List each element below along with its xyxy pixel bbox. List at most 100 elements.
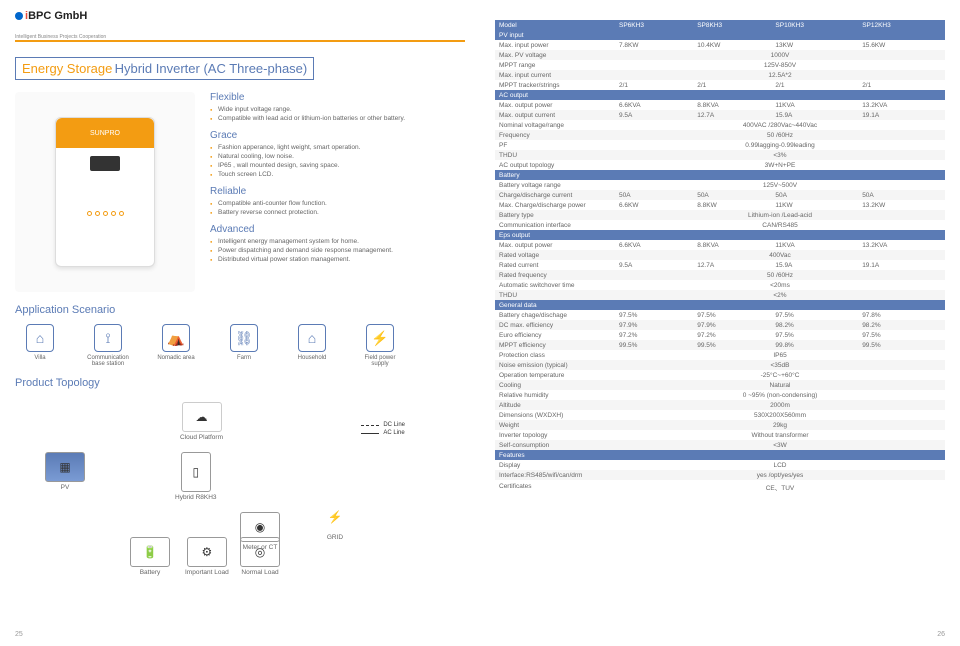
divider <box>15 40 465 42</box>
topo-cloud: ☁ Cloud Platform <box>180 402 223 441</box>
spec-row-label: Display <box>495 460 615 470</box>
spec-row-value: 1000V <box>615 50 945 60</box>
spec-row-label: Noise emission (typical) <box>495 360 615 370</box>
spec-section-header: Eps output <box>495 230 945 240</box>
inverter-buttons-icon <box>56 211 154 216</box>
spec-row-label: Operation temperature <box>495 370 615 380</box>
scenario-icon: ⟟ <box>94 324 122 352</box>
spec-row: Self-consumption<3W <box>495 440 945 450</box>
feature-item: Touch screen LCD. <box>210 171 465 178</box>
feature-item: Compatible with lead acid or lithium-ion… <box>210 115 465 122</box>
spec-header-label: Model <box>495 20 615 30</box>
spec-row: Operation temperature-25°C~+60°C <box>495 370 945 380</box>
spec-row-value: 12.5A*2 <box>615 70 945 80</box>
spec-row-label: PF <box>495 140 615 150</box>
spec-row-value: CAN/RS485 <box>615 220 945 230</box>
spec-row-value: 0.99lagging-0.99leading <box>615 140 945 150</box>
spec-row: Protection classIP65 <box>495 350 945 360</box>
spec-row: Euro efficiency97.2%97.2%97.5%97.5% <box>495 330 945 340</box>
spec-row-value: 97.5% <box>615 310 693 320</box>
spec-row-label: MPPT range <box>495 60 615 70</box>
grid-tower-icon: ⚡ <box>315 502 355 532</box>
spec-row-value: 11KVA <box>771 240 858 250</box>
spec-row-label: Battery voltage range <box>495 180 615 190</box>
spec-row: Rated frequency50 /60Hz <box>495 270 945 280</box>
spec-row-value: 6.6KVA <box>615 240 693 250</box>
spec-row-value: 12.7A <box>693 110 771 120</box>
spec-row: CertificatesCE、TUV <box>495 480 945 493</box>
page-number-left: 25 <box>15 631 23 638</box>
feature-item: Wide input voltage range. <box>210 106 465 113</box>
spec-header-model: SP8KH3 <box>693 20 771 30</box>
scenario-icon: ⛓ <box>230 324 258 352</box>
spec-row-value: 97.8% <box>858 310 945 320</box>
feature-item: IP65 , wall mounted design, saving space… <box>210 162 465 169</box>
scenario-item: ⟟Communication base station <box>83 324 133 367</box>
spec-row-value: 50A <box>858 190 945 200</box>
spec-row-value: 19.1A <box>858 260 945 270</box>
spec-row-value: 2/1 <box>615 80 693 90</box>
spec-row-label: Max. output power <box>495 100 615 110</box>
spec-row: PF0.99lagging-0.99leading <box>495 140 945 150</box>
spec-row-value: <2% <box>615 290 945 300</box>
feature-item: Intelligent energy management system for… <box>210 238 465 245</box>
category-label: Energy Storage <box>22 61 112 76</box>
spec-row-value: Without transformer <box>615 430 945 440</box>
feature-list: Intelligent energy management system for… <box>210 238 465 263</box>
spec-row-value: 99.8% <box>771 340 858 350</box>
spec-row: Max. PV voltage1000V <box>495 50 945 60</box>
spec-row-value: 13.2KVA <box>858 240 945 250</box>
spec-row-value: 7.8KW <box>615 40 693 50</box>
spec-row-label: Battery type <box>495 210 615 220</box>
spec-row: Max. input power7.8KW10.4KW13KW15.6KW <box>495 40 945 50</box>
spec-row-value: 3W+N+PE <box>615 160 945 170</box>
spec-row-value: yes /opt/yes/yes <box>615 470 945 480</box>
scenario-item: ⌂Villa <box>15 324 65 367</box>
feature-group-reliable: ReliableCompatible anti-counter flow fun… <box>210 186 465 216</box>
spec-row-value: 97.2% <box>615 330 693 340</box>
spec-section-header: Battery <box>495 170 945 180</box>
scenario-item: ⛺Nomadic area <box>151 324 201 367</box>
solar-panel-icon: ▦ <box>45 452 85 482</box>
scenario-item: ⌂Household <box>287 324 337 367</box>
logo-brand: iBPC GmbH <box>25 10 87 22</box>
spec-row-label: THDU <box>495 290 615 300</box>
spec-row-value: 50A <box>771 190 858 200</box>
spec-row: Charge/discharge current50A50A50A50A <box>495 190 945 200</box>
washer-icon: ◎ <box>240 537 280 567</box>
spec-row-label: Max. Charge/discharge power <box>495 200 615 210</box>
spec-row-label: Max. input power <box>495 40 615 50</box>
spec-row-value: 10.4KW <box>693 40 771 50</box>
spec-row: Max. Charge/discharge power6.6KW8.8KW11K… <box>495 200 945 210</box>
scenario-label: Villa <box>15 355 65 361</box>
spec-row: Battery chage/dischage97.5%97.5%97.5%97.… <box>495 310 945 320</box>
spec-row-value: CE、TUV <box>615 480 945 493</box>
logo: iBPC GmbH <box>15 10 465 22</box>
feature-item: Compatible anti-counter flow function. <box>210 200 465 207</box>
spec-row: Communication interfaceCAN/RS485 <box>495 220 945 230</box>
spec-row: Weight29kg <box>495 420 945 430</box>
cloud-icon: ☁ <box>182 402 222 432</box>
spec-row-label: Inverter topology <box>495 430 615 440</box>
spec-section-header: Features <box>495 450 945 460</box>
spec-row-label: Max. output power <box>495 240 615 250</box>
spec-row-value: 29kg <box>615 420 945 430</box>
spec-row-value: 400VAC /280Vac~440Vac <box>615 120 945 130</box>
topology-legend: DC Line AC Line <box>361 422 405 438</box>
spec-row-label: Relative humidity <box>495 390 615 400</box>
spec-row-value: -25°C~+60°C <box>615 370 945 380</box>
topo-battery: 🔋 Battery <box>130 537 170 576</box>
spec-row-label: AC output topology <box>495 160 615 170</box>
spec-row-label: Rated frequency <box>495 270 615 280</box>
features-column: FlexibleWide input voltage range.Compati… <box>210 92 465 292</box>
spec-row-value: 15.9A <box>771 260 858 270</box>
spec-row-label: MPPT efficiency <box>495 340 615 350</box>
spec-row-value: 400Vac <box>615 250 945 260</box>
spec-row-value: 97.5% <box>771 310 858 320</box>
feature-list: Wide input voltage range. Compatible with… <box>210 106 465 122</box>
feature-item: Natural cooling, low noise. <box>210 153 465 160</box>
topo-important: ⚙ Important Load <box>185 537 229 576</box>
scenario-icon: ⚡ <box>366 324 394 352</box>
page-number-right: 26 <box>937 631 945 638</box>
inverter-illustration: SUNPRO <box>55 117 155 267</box>
